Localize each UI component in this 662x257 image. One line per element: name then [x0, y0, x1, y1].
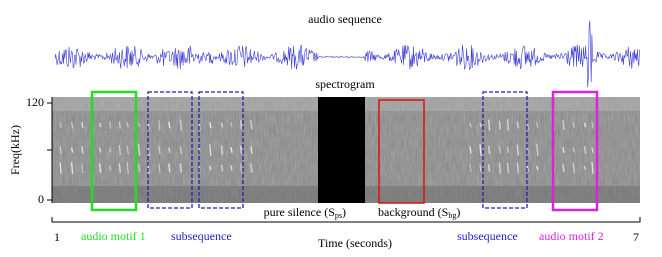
legend-subsequence: subsequence	[457, 229, 518, 243]
legend-motif1: audio motif 1	[81, 229, 146, 243]
x-axis-label: Time (seconds)	[318, 236, 392, 250]
time-bracket	[52, 217, 640, 222]
legend-subsequence: subsequence	[171, 229, 232, 243]
silence-label: pure silence (Sps)	[264, 205, 346, 220]
figure: audio sequence spectrogram 120 0 Freq(kH…	[0, 0, 662, 257]
y-tick-label: 0	[38, 192, 44, 206]
spectrogram-title: spectrogram	[315, 77, 375, 91]
silence-block	[318, 97, 365, 203]
y-axis-label: Freq(kHz)	[8, 125, 22, 175]
x-start: 1	[54, 230, 60, 244]
x-end: 7	[633, 230, 639, 244]
background-label: background (Sbg)	[378, 205, 460, 220]
waveform-title: audio sequence	[308, 12, 382, 26]
y-tick-label: 120	[26, 95, 44, 109]
legend-motif2: audio motif 2	[539, 229, 604, 243]
